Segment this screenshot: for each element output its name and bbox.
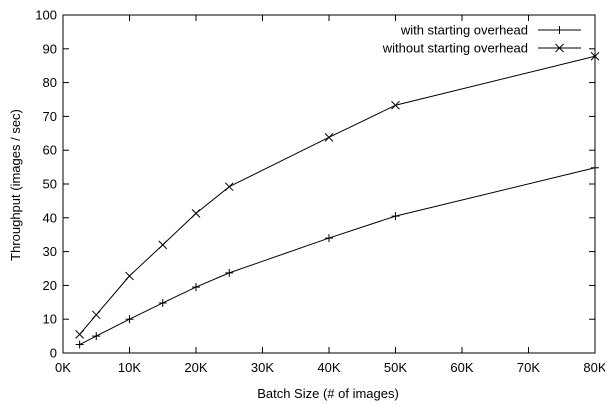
- marker-d2-stroke: [590, 51, 600, 61]
- marker-d2-stroke: [391, 100, 400, 110]
- x-tick-label: 40K: [317, 360, 340, 375]
- marker-d2-stroke: [91, 310, 101, 320]
- data-point: [590, 51, 600, 61]
- data-point: [192, 283, 200, 292]
- y-tick-label: 20: [43, 278, 57, 293]
- x-tick-label: 70K: [517, 360, 540, 375]
- y-tick-label: 40: [43, 210, 57, 225]
- x-tick-label: 20K: [184, 360, 207, 375]
- y-tick-label: 50: [43, 177, 57, 192]
- axes: [62, 14, 596, 354]
- x-tick-label: 60K: [450, 360, 473, 375]
- series-line-2: [79, 55, 596, 335]
- data-point: [391, 100, 400, 110]
- x-tick-label: 10K: [118, 360, 141, 375]
- data-point: [225, 268, 234, 277]
- data-point: [92, 332, 101, 341]
- marker-d2-stroke: [324, 133, 334, 142]
- data-point: [224, 182, 234, 192]
- y-tick-label: 70: [43, 109, 57, 124]
- x-axis-label: Batch Size (# of images): [257, 386, 399, 401]
- y-tick-label: 90: [43, 41, 57, 56]
- y-axis-label: Throughput (images / sec): [8, 109, 23, 261]
- x-tick-label: 0K: [55, 360, 71, 375]
- legend: with starting overhead without starting o…: [382, 23, 581, 56]
- series-line-1: [79, 167, 596, 345]
- y-tick-label: 60: [43, 143, 57, 158]
- marker-d2-stroke: [555, 43, 564, 53]
- data-point: [75, 330, 84, 339]
- marker-d2-stroke: [158, 240, 168, 250]
- marker-d2-stroke: [224, 182, 234, 192]
- plot-frame: [62, 14, 596, 354]
- data-point: [158, 298, 167, 307]
- legend-label-1: with starting overhead: [400, 23, 528, 38]
- data-point: [325, 234, 333, 243]
- x-tick-label: 30K: [251, 360, 274, 375]
- data-point: [158, 240, 168, 250]
- series: [75, 51, 600, 349]
- y-tick-label: 100: [35, 8, 57, 23]
- ticks: 0K 10K 20K 30K 40K 50K 60K 70K 80K 0 10 20 30 40 50 60 7…: [35, 8, 605, 376]
- y-tick-label: 0: [50, 346, 57, 361]
- legend-marker-2: [555, 43, 564, 53]
- x-tick-label: 80K: [583, 360, 605, 375]
- y-tick-label: 30: [43, 244, 57, 259]
- y-tick-label: 80: [43, 75, 57, 90]
- data-point: [324, 133, 334, 142]
- data-point: [91, 310, 101, 320]
- data-point: [191, 209, 201, 218]
- x-tick-label: 50K: [384, 360, 407, 375]
- data-point: [125, 271, 134, 281]
- marker-d2-stroke: [125, 271, 134, 281]
- data-point: [75, 340, 84, 349]
- marker-d2-stroke: [191, 209, 201, 218]
- marker-d2-stroke: [75, 330, 84, 339]
- y-tick-label: 10: [43, 312, 57, 327]
- legend-marker-1: [555, 26, 564, 34]
- data-point: [591, 163, 599, 172]
- data-point: [391, 212, 400, 221]
- legend-label-2: without starting overhead: [382, 41, 528, 56]
- data-point: [125, 315, 134, 324]
